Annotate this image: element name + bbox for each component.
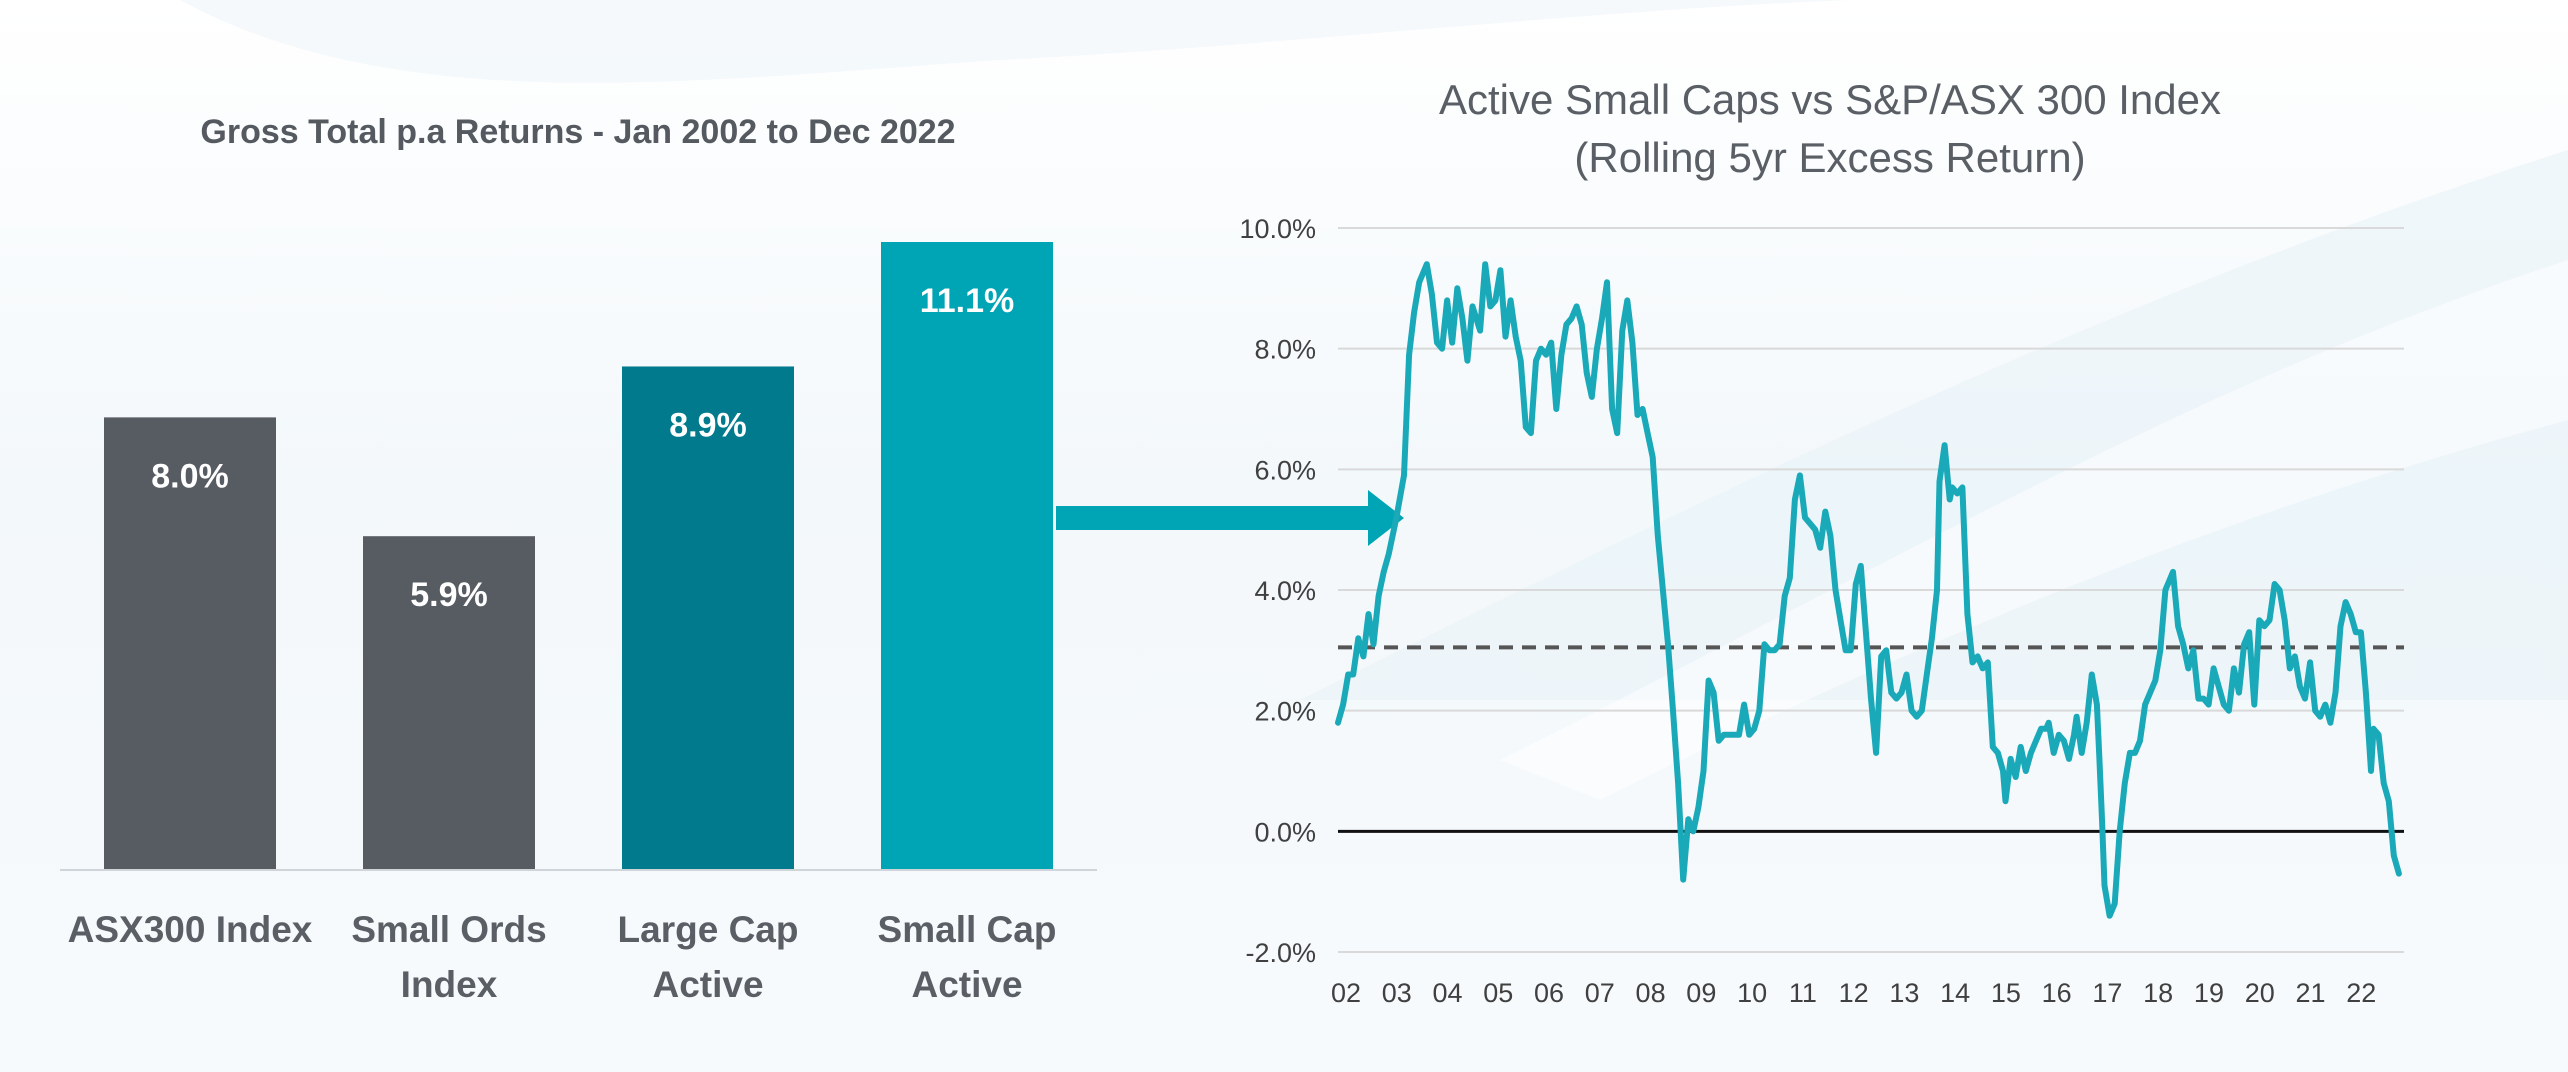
y-tick-label: 8.0%: [1254, 335, 1316, 365]
category-label: Small Cap: [878, 909, 1057, 950]
bar-chart-title: Gross Total p.a Returns - Jan 2002 to De…: [200, 113, 955, 151]
category-label: ASX300 Index: [68, 909, 313, 950]
category-label: Small Ords: [351, 909, 546, 950]
excess-return-line: [1335, 261, 2402, 919]
bar: [363, 536, 535, 870]
x-tick-label: 02: [1331, 978, 1361, 1008]
line-chart-title-line1: Active Small Caps vs S&P/ASX 300 Index: [1439, 76, 2221, 123]
x-tick-label: 08: [1636, 978, 1666, 1008]
bar-data-label: 5.9%: [410, 576, 488, 614]
line-chart-title-line2: (Rolling 5yr Excess Return): [1574, 134, 2085, 181]
x-tick-label: 06: [1534, 978, 1564, 1008]
y-tick-label: 2.0%: [1254, 697, 1316, 727]
x-tick-label: 13: [1889, 978, 1919, 1008]
bar: [881, 242, 1053, 870]
x-tick-label: 17: [2092, 978, 2122, 1008]
x-tick-label: 05: [1483, 978, 1513, 1008]
gridlines: [1338, 227, 2404, 953]
x-tick-label: 21: [2295, 978, 2325, 1008]
y-tick-label: 0.0%: [1254, 817, 1316, 847]
x-tick-label: 07: [1585, 978, 1615, 1008]
x-tick-label: 04: [1433, 978, 1463, 1008]
x-tick-label: 03: [1382, 978, 1412, 1008]
x-tick-label: 12: [1839, 978, 1869, 1008]
x-tick-label: 14: [1940, 978, 1970, 1008]
category-label: Active: [652, 964, 763, 1005]
series: [1335, 261, 2404, 919]
x-tick-label: 22: [2346, 978, 2376, 1008]
x-tick-label: 19: [2194, 978, 2224, 1008]
y-tick-label: 4.0%: [1254, 576, 1316, 606]
y-tick-label: 6.0%: [1254, 455, 1316, 485]
category-label: Large Cap: [618, 909, 799, 950]
category-label: Active: [911, 964, 1022, 1005]
y-tick-label: 10.0%: [1239, 214, 1316, 244]
x-tick-label: 10: [1737, 978, 1767, 1008]
bar: [622, 366, 794, 870]
x-tick-label: 11: [1789, 978, 1817, 1008]
x-tick-label: 18: [2143, 978, 2173, 1008]
x-tick-label: 16: [2042, 978, 2072, 1008]
y-axis-ticks: -2.0% 0.0% 2.0% 4.0% 6.0% 8.0% 10.0%: [1239, 214, 1316, 968]
x-axis-ticks: 02 03 04 05 06 07 08 09 10 11 12 13 14 15 16 17 18 19 20 21…: [1331, 978, 2376, 1008]
x-tick-label: 15: [1991, 978, 2021, 1008]
y-tick-label: -2.0%: [1245, 938, 1316, 968]
bars: 8.0% ASX300 Index 5.9% Small Ords Index 8.9% L…: [68, 242, 1057, 1005]
bar-data-label: 8.0%: [151, 457, 229, 495]
x-tick-label: 09: [1686, 978, 1716, 1008]
bar-data-label: 8.9%: [669, 406, 747, 444]
bar: [104, 417, 276, 870]
category-label: Index: [401, 964, 498, 1005]
bar-data-label: 11.1%: [920, 282, 1015, 320]
x-tick-label: 20: [2245, 978, 2275, 1008]
